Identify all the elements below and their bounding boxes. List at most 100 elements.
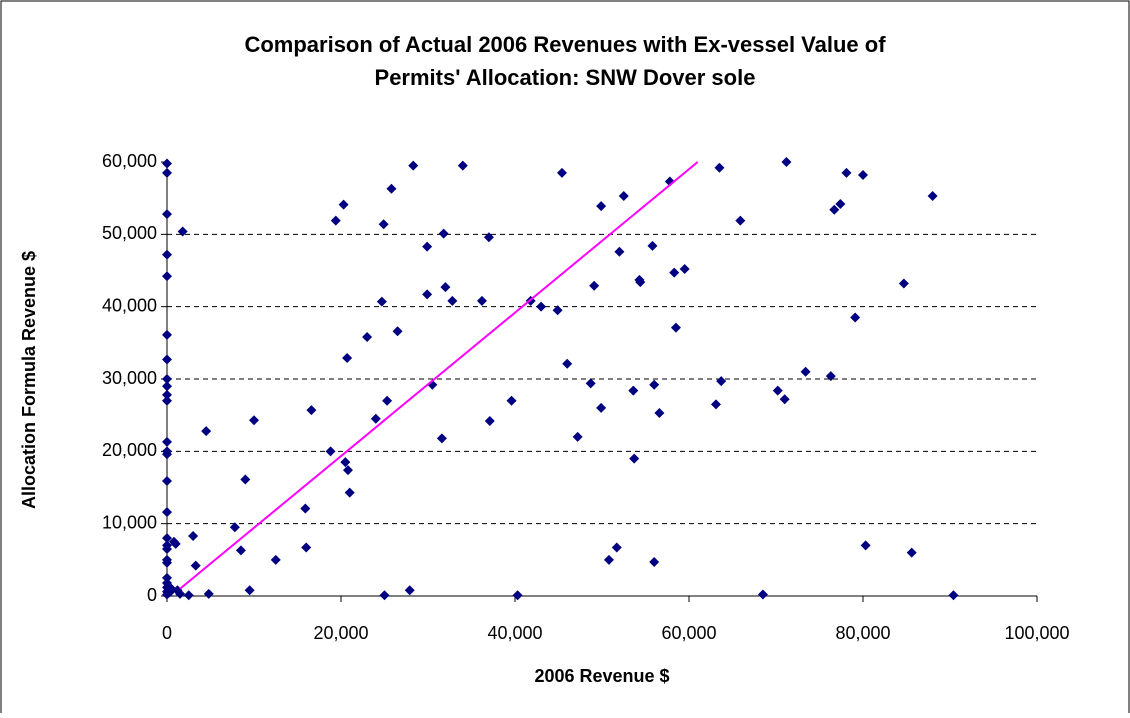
point [618,190,629,201]
point [438,228,449,239]
x-tick-label: 20,000 [313,623,368,643]
point [716,376,727,387]
point [596,201,607,212]
y-tick-label: 20,000 [102,440,157,460]
point [376,296,387,307]
point [635,277,646,288]
point [735,215,746,226]
point [603,554,614,565]
point [440,282,451,293]
point [858,170,868,181]
point [422,289,433,300]
point [378,219,389,230]
point [611,542,622,553]
point [170,538,181,549]
point [654,407,665,418]
point [850,312,861,323]
y-axis-label: Allocation Formula Revenue $ [19,251,39,509]
point [714,162,725,173]
point [562,358,573,369]
point [436,433,447,444]
point [162,249,172,260]
x-tick-label: 40,000 [487,623,542,643]
point [447,295,458,306]
x-tick-label: 60,000 [661,623,716,643]
point [386,183,397,194]
point [306,405,317,416]
point [162,449,172,460]
point [841,167,852,178]
point [203,588,214,599]
point [800,366,811,377]
point [229,522,240,533]
point [190,560,201,571]
point [596,402,607,413]
point [829,204,840,215]
point [556,167,567,178]
point [484,415,495,426]
point [379,590,390,601]
point [177,226,188,237]
point [614,246,625,257]
point [235,545,246,556]
y-tick-label: 40,000 [102,295,157,315]
point [175,588,186,599]
point [710,399,721,410]
point [649,379,660,390]
point [670,322,681,333]
point [825,371,836,382]
point [162,209,172,220]
point [188,530,199,541]
point [629,453,640,464]
point [325,446,336,457]
point [404,585,415,596]
point [162,395,172,406]
point [906,547,917,558]
point [162,271,172,282]
point [422,241,433,252]
point [249,415,259,426]
point [649,557,660,568]
point [338,199,349,210]
point [370,413,381,424]
point [536,301,547,312]
point [162,557,172,568]
x-tick-label: 80,000 [835,623,890,643]
point [589,280,600,291]
point [647,240,658,251]
point [162,354,172,365]
point [201,426,212,437]
point [948,590,959,601]
point [927,190,938,201]
point [382,395,393,406]
point [340,457,351,468]
point [301,542,312,553]
point [344,487,355,498]
y-tick-label: 10,000 [102,512,157,532]
point [585,378,596,389]
x-tick-label: 100,000 [1004,623,1069,643]
point [244,585,255,596]
y-tick-label: 0 [147,585,157,605]
point [162,329,172,340]
point [162,158,172,169]
point [779,394,790,405]
point [483,232,494,243]
point [772,385,783,396]
point [162,374,172,384]
point [342,465,353,476]
point [628,385,639,396]
point [162,167,172,178]
point [552,305,563,316]
point [392,326,403,337]
point [572,431,583,442]
point [162,507,172,518]
point [300,503,311,514]
y-tick-label: 30,000 [102,368,157,388]
point [781,157,792,167]
point [330,215,341,226]
point [408,160,419,171]
point [835,198,846,209]
